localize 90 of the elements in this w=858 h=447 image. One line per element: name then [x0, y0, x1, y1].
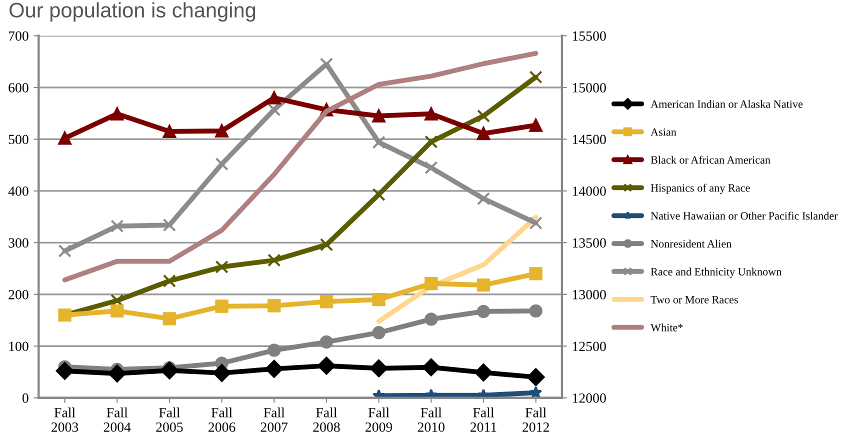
legend-label: Asian: [650, 128, 676, 136]
legend-label: Two or More Races: [650, 296, 738, 304]
chart-title: Our population is changing: [10, 2, 256, 22]
point: [162, 274, 176, 288]
point: [320, 58, 334, 71]
point: [372, 292, 386, 306]
y2-tick-label: 13000: [572, 290, 606, 300]
y-tick-label: 400: [8, 186, 28, 196]
legend-label: Native Hawaiian or Other Pacific Islander: [650, 212, 838, 220]
x-tick-label: Fall 2010: [418, 408, 445, 432]
legend-label: Race and Ethnicity Unknown: [650, 268, 782, 278]
point: [268, 91, 281, 104]
point: [268, 344, 281, 357]
point: [160, 362, 178, 380]
y-tick-label: 600: [8, 83, 28, 92]
point: [268, 254, 281, 267]
point: [56, 362, 74, 380]
point: [529, 304, 542, 318]
legend-label: Nonresident Alien: [650, 240, 732, 248]
point: [526, 368, 545, 386]
point: [162, 312, 176, 326]
y2-tick-label: 15000: [572, 83, 606, 92]
point: [529, 118, 542, 132]
point: [372, 326, 386, 340]
point: [110, 107, 124, 120]
point: [424, 276, 438, 290]
y2-tick-label: 14000: [572, 186, 606, 196]
y-tick-label: 300: [8, 238, 28, 248]
point: [162, 218, 176, 232]
legend-label: White*: [650, 324, 683, 332]
x-tick-label: Fall 2006: [208, 408, 236, 432]
point: [58, 132, 72, 145]
point: [424, 161, 438, 174]
point: [212, 364, 231, 382]
x-tick-label: Fall 2004: [104, 408, 131, 432]
point: [108, 364, 126, 382]
point: [372, 188, 386, 202]
point: [474, 364, 492, 382]
point: [320, 335, 334, 349]
point: [529, 386, 542, 398]
y-tick-label: 500: [8, 134, 28, 144]
legend-label: Black or African American: [650, 156, 770, 164]
y2-tick-label: 12000: [572, 393, 606, 403]
point: [476, 126, 490, 140]
x-tick-label: Fall 2011: [470, 408, 496, 432]
y2-tick-label: 15500: [572, 31, 606, 41]
point: [372, 136, 386, 149]
y2-tick-label: 12500: [572, 342, 606, 352]
point: [58, 244, 72, 258]
point: [320, 238, 334, 252]
legend-label: Hispanics of any Race: [650, 184, 750, 194]
point: [476, 192, 490, 206]
point: [529, 70, 542, 84]
point: [162, 124, 176, 138]
point: [320, 295, 334, 308]
point: [215, 124, 228, 138]
point: [215, 157, 228, 171]
point: [476, 304, 490, 318]
y-tick-label: 100: [9, 342, 28, 352]
point: [110, 304, 124, 318]
point: [372, 109, 386, 123]
x-tick-label: Fall 2012: [522, 408, 549, 432]
point: [370, 359, 388, 378]
line-series: [376, 214, 538, 324]
y-tick-label: 700: [8, 31, 28, 41]
x-tick-label: Fall 2003: [52, 408, 78, 432]
legend-label: American Indian or Alaska Native: [650, 100, 803, 108]
point: [215, 260, 228, 274]
point: [476, 109, 490, 123]
point: [424, 312, 438, 326]
point: [424, 135, 438, 148]
x-tick-label: Fall 2007: [260, 408, 288, 432]
y-tick-label: 0: [22, 393, 28, 403]
x-tick-label: Fall 2005: [156, 408, 183, 432]
x-tick-label: Fall 2008: [313, 408, 340, 432]
x-tick-label: Fall 2009: [366, 408, 392, 432]
point: [424, 107, 438, 120]
point: [110, 220, 124, 233]
point: [476, 278, 490, 292]
point: [529, 267, 542, 280]
point: [318, 356, 336, 375]
point: [268, 103, 281, 116]
y2-tick-label: 14500: [572, 134, 606, 144]
y-tick-label: 200: [8, 290, 28, 300]
point: [529, 216, 542, 230]
point: [215, 300, 228, 313]
point: [422, 358, 440, 376]
point: [268, 299, 281, 312]
y2-tick-label: 13500: [572, 238, 606, 248]
point: [265, 360, 284, 378]
